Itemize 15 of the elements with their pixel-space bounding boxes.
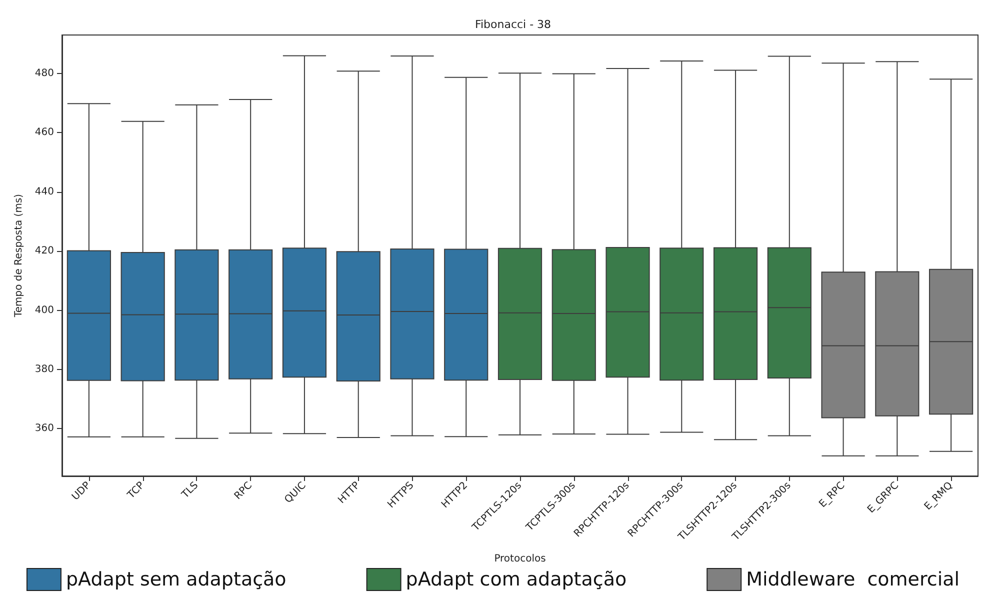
y-axis-title: Tempo de Resposta (ms) [14,194,24,318]
legend-label: pAdapt com adaptação [406,568,627,590]
y-tick-label: 420 [34,246,54,257]
x-axis-title: Protocolos [494,554,546,564]
y-tick-label: 460 [34,127,54,138]
y-tick-label: 480 [34,68,54,79]
y-tick-label: 400 [34,304,54,316]
y-tick-label: 360 [34,423,54,434]
x-tick-label: TLS [179,480,201,502]
x-tick-label: TCP [125,480,147,502]
legend-label: Middleware comercial [746,568,960,590]
y-tick-label: 440 [34,186,54,198]
legend-label: pAdapt sem adaptação [66,568,286,590]
chart-title: Fibonacci - 38 [474,18,552,31]
y-tick-label: 380 [34,364,54,375]
